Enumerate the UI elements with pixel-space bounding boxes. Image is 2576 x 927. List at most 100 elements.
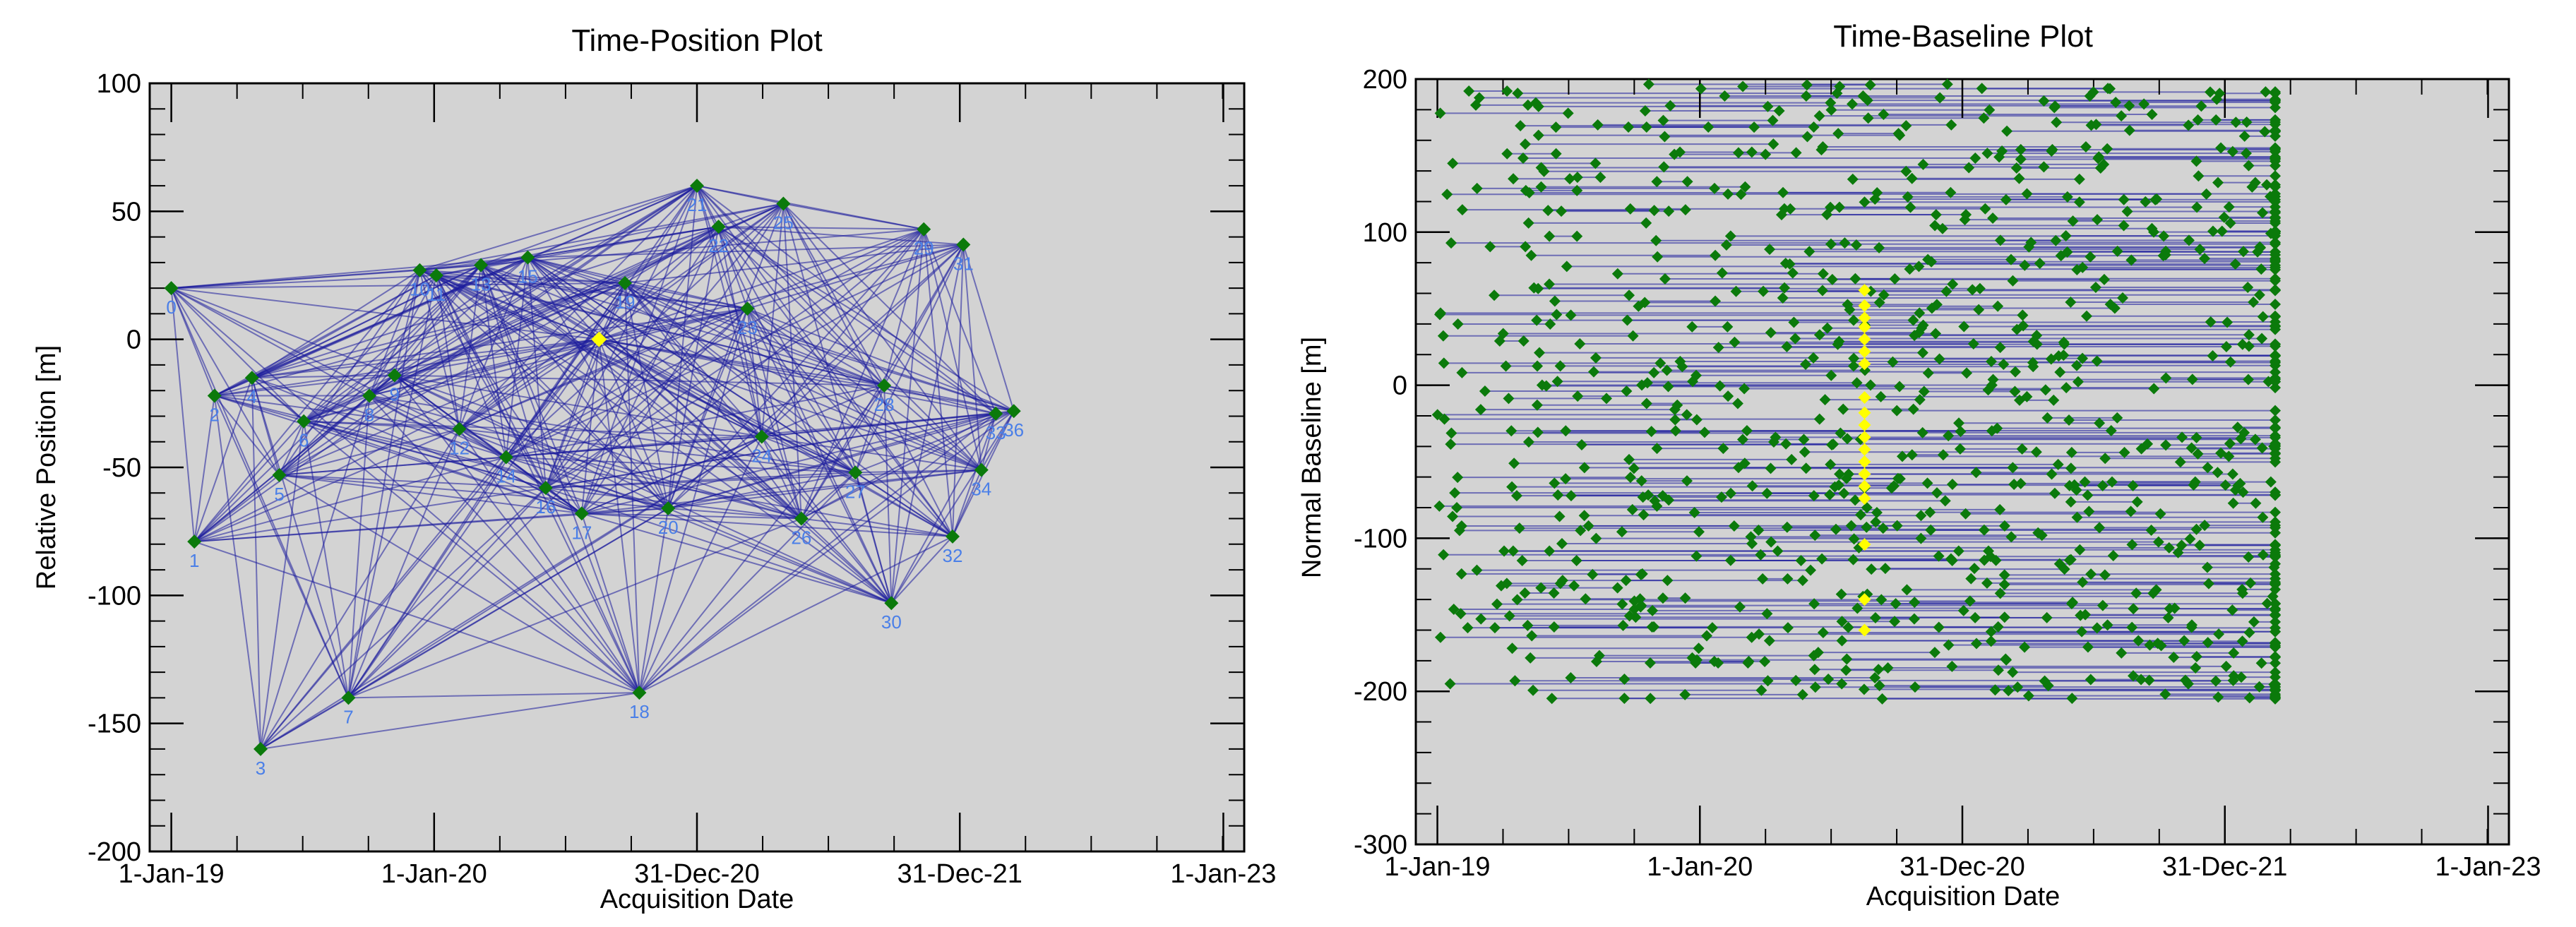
acquisition-node: [1809, 530, 1821, 542]
acquisition-node: [1789, 333, 1801, 345]
network-edge: [480, 265, 507, 457]
acquisition-node: [2243, 329, 2255, 341]
acquisition-node: [2270, 550, 2282, 562]
acquisition-node: [2094, 162, 2106, 174]
point-label: 28: [874, 394, 895, 415]
acquisition-node: [1787, 267, 1799, 279]
acquisition-node: [1833, 201, 1845, 213]
acquisition-node: [1917, 158, 1929, 170]
acquisition-node: [2130, 587, 2142, 599]
point-label: 0: [166, 297, 176, 318]
network-edge: [667, 226, 720, 509]
acquisition-node: [1978, 112, 1990, 124]
acquisition-node: [1570, 554, 1582, 566]
acquisition-node: [1847, 98, 1859, 110]
acquisition-node: [661, 501, 676, 516]
network-edge: [854, 244, 965, 473]
acquisition-node: [1998, 569, 2010, 581]
acquisition-node: [1836, 678, 1848, 690]
network-edge: [717, 226, 857, 473]
acquisition-node: [2243, 692, 2255, 704]
network-edge: [854, 410, 1015, 474]
network-edge: [170, 287, 280, 476]
acquisition-node: [1796, 688, 1808, 700]
acquisition-node: [1508, 173, 1520, 185]
point-label: 24: [751, 445, 772, 466]
acquisition-node: [1800, 358, 1812, 370]
acquisition-node: [2270, 338, 2282, 350]
reference-edge: [436, 275, 600, 340]
acquisition-node: [1626, 503, 1638, 515]
reference-edge: [598, 338, 953, 537]
acquisition-node: [2128, 603, 2140, 615]
network-edge: [801, 518, 953, 537]
acquisition-node: [412, 263, 427, 277]
reference-edge: [193, 338, 600, 543]
reference-edge: [598, 282, 626, 340]
point-label: 3: [256, 758, 266, 779]
x-tick-label: 1-Jan-20: [381, 859, 487, 889]
acquisition-node: [1914, 394, 1926, 406]
acquisition-node: [2101, 619, 2113, 631]
acquisition-node: [1646, 621, 1658, 633]
point-label: 31: [953, 253, 974, 274]
acquisition-node: [1900, 165, 1912, 177]
network-edge: [638, 536, 953, 694]
network-edge: [923, 229, 997, 414]
acquisition-node: [2270, 249, 2282, 261]
acquisition-node: [1890, 598, 1902, 610]
network-edge: [718, 203, 784, 228]
y-tick-label: -100: [88, 581, 141, 611]
left-x-axis-label: Acquisition Date: [600, 885, 794, 914]
acquisition-node: [1832, 128, 1844, 140]
acquisition-node: [2065, 554, 2077, 566]
acquisition-node: [362, 388, 377, 403]
point-label: 27: [845, 481, 866, 502]
acquisition-node: [2219, 479, 2231, 491]
acquisition-node: [2123, 124, 2135, 136]
acquisition-node: [2041, 611, 2053, 623]
acquisition-node: [1664, 100, 1676, 112]
x-tick-label: 31-Dec-21: [2162, 852, 2287, 882]
network-edge: [278, 270, 421, 476]
acquisition-node: [2162, 612, 2174, 624]
acquisition-node: [1830, 523, 1842, 535]
network-edge: [348, 692, 640, 699]
acquisition-node: [2097, 479, 2109, 491]
network-edge: [667, 185, 698, 509]
reference-node: [1858, 538, 1871, 551]
acquisition-node: [1998, 358, 2010, 370]
acquisition-node: [2270, 259, 2282, 271]
acquisition-node: [2021, 188, 2033, 200]
acquisition-node: [1781, 521, 1793, 533]
acquisition-node: [2190, 155, 2202, 167]
network-edge: [923, 229, 954, 537]
acquisition-node: [1618, 674, 1630, 686]
acquisition-node: [1556, 537, 1568, 549]
acquisition-node: [1831, 88, 1843, 100]
acquisition-node: [1592, 119, 1604, 131]
acquisition-node: [2007, 462, 2019, 474]
acquisition-node: [1825, 104, 1837, 116]
acquisition-node: [1452, 318, 1464, 330]
acquisition-node: [2085, 251, 2097, 263]
acquisition-node: [1548, 621, 1560, 633]
acquisition-node: [2126, 621, 2138, 633]
acquisition-node: [1969, 611, 1981, 623]
acquisition-node: [1679, 592, 1691, 604]
acquisition-node: [1851, 377, 1863, 389]
acquisition-node: [1940, 285, 1952, 297]
acquisition-node: [1954, 443, 1966, 455]
reference-edge: [598, 338, 892, 604]
acquisition-node: [1623, 453, 1635, 465]
acquisition-node: [164, 281, 179, 296]
network-edge: [718, 226, 996, 414]
network-edge: [251, 377, 640, 693]
acquisition-node: [632, 686, 647, 700]
acquisition-node: [1628, 604, 1640, 616]
acquisition-node: [2084, 90, 2096, 102]
network-edge: [506, 308, 748, 458]
acquisition-node: [2089, 282, 2101, 294]
x-tick-label: 31-Dec-20: [1900, 852, 2025, 882]
network-edge: [952, 413, 997, 537]
